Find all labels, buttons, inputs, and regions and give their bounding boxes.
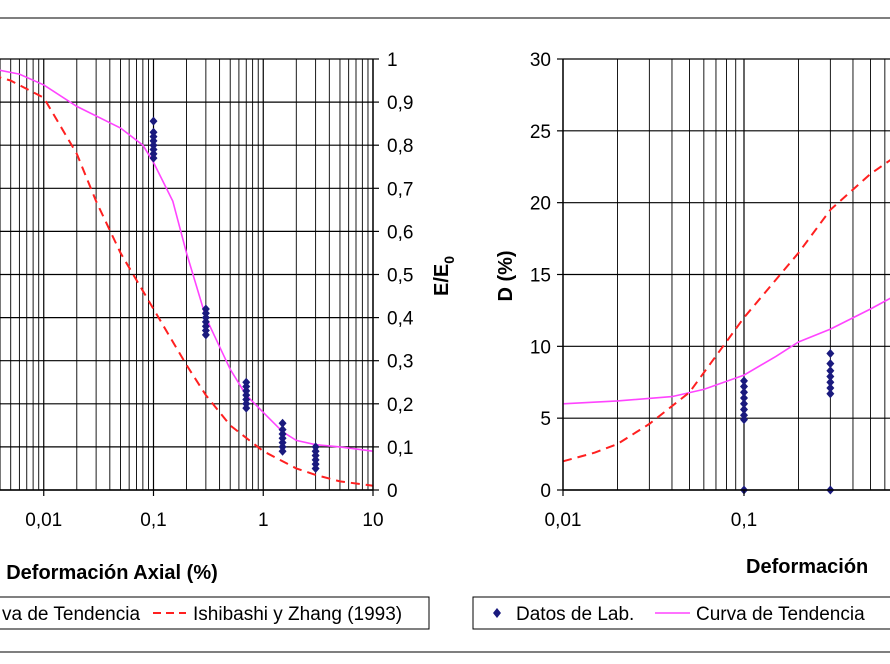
- right-y-tick-label: 20: [530, 194, 551, 215]
- left-grid: [0, 58, 374, 491]
- left-data-point: [149, 116, 158, 126]
- left-y-tick-label: 1: [387, 50, 398, 71]
- chart-stiffness-degradation: 00,10,20,30,40,50,60,70,80,910,01 0,1 1 10 …: [0, 50, 457, 584]
- left-legend-box: [0, 596, 430, 630]
- left-legend-label-ishibashi: Ishibashi y Zhang (1993): [193, 604, 402, 625]
- left-y-tick-label: 0,3: [387, 352, 413, 373]
- right-data-point: [826, 389, 835, 399]
- left-legend: va de Tendencia Ishibashi y Zhang (1993): [0, 596, 430, 630]
- right-legend: Datos de Lab. Curva de Tendencia: [472, 596, 890, 630]
- left-data-point: [242, 403, 251, 413]
- left-data-point: [149, 153, 158, 163]
- left-legend-label-trend: va de Tendencia: [2, 604, 140, 625]
- right-legend-marker-lab: [493, 608, 501, 618]
- left-y-tick-label: 0,7: [387, 179, 413, 200]
- right-data-point: [826, 372, 835, 382]
- right-curves: [562, 159, 890, 463]
- right-data-point: [740, 415, 748, 425]
- right-legend-label-lab: Datos de Lab.: [516, 604, 634, 625]
- right-grid: [562, 58, 890, 491]
- left-y-tick-label: 0,8: [387, 136, 413, 157]
- right-y-axis-label: D (%): [495, 250, 517, 301]
- right-y-tick-label: 10: [530, 337, 551, 358]
- left-axes: [0, 58, 379, 496]
- right-data-point: [740, 387, 748, 397]
- left-y-axis-label: E/E0: [431, 256, 457, 296]
- left-x-tick-label: 1: [258, 510, 269, 531]
- left-data-points: [149, 116, 320, 473]
- left-y-tick-label: 0,2: [387, 395, 413, 416]
- right-data-point: [826, 359, 835, 369]
- left-curves: [0, 69, 374, 487]
- right-y-tick-label: 5: [540, 409, 551, 430]
- right-data-point: [740, 405, 748, 415]
- left-y-tick-label: 0,5: [387, 266, 413, 287]
- left-y-tick-label: 0,6: [387, 222, 413, 243]
- right-data-points: [740, 349, 835, 495]
- left-x-axis-label: Deformación Axial (%): [6, 562, 218, 584]
- left-data-point: [278, 418, 287, 428]
- right-y-tick-label: 0: [540, 481, 551, 502]
- right-y-tick-label: 15: [530, 266, 551, 287]
- left-series-ishibashi-zhang-curve: [0, 76, 374, 487]
- left-y-tick-label: 0: [387, 481, 398, 502]
- left-y-tick-label: 0,9: [387, 93, 413, 114]
- right-data-point: [826, 349, 835, 359]
- left-x-tick-label: 0,01: [25, 510, 62, 531]
- chart-damping-ratio: 0 5 10 15 20 25 30 0,01 0,1 Deformación D (%): [495, 50, 890, 578]
- right-data-point: [826, 366, 835, 376]
- left-data-point: [311, 463, 320, 473]
- right-data-point: [740, 393, 748, 403]
- right-data-point: [826, 383, 835, 393]
- right-y-tick-label: 25: [530, 122, 551, 143]
- right-legend-label-trend: Curva de Tendencia: [696, 604, 865, 625]
- left-x-tick-label: 0,1: [140, 510, 166, 531]
- right-data-point: [740, 382, 748, 392]
- left-y-tick-label: 0,1: [387, 438, 413, 459]
- right-tick-labels: 0 5 10 15 20 25 30 0,01 0,1: [530, 50, 757, 531]
- left-data-point: [201, 330, 210, 340]
- right-data-point: [740, 399, 748, 409]
- right-x-axis-label: Deformación: [746, 556, 868, 578]
- right-axes: [557, 58, 890, 496]
- left-series-trend-curve: [0, 69, 374, 452]
- right-series-ishibashi-zhang-curve: [562, 159, 890, 463]
- left-tick-labels: 0 0,1 0,2 0,3 0,4 0,5 0,6 0,7 0,8 0,9 1 0,01 0,1 1 10: [25, 50, 414, 531]
- right-y-tick-label: 30: [530, 50, 551, 71]
- left-data-point: [278, 446, 287, 456]
- right-x-tick-label: 0,1: [731, 510, 757, 531]
- right-x-tick-label: 0,01: [545, 510, 582, 531]
- left-y-tick-label: 0,4: [387, 309, 414, 330]
- right-data-point: [826, 377, 835, 387]
- right-series-trend-curve: [562, 297, 890, 405]
- left-x-tick-label: 10: [362, 510, 383, 531]
- right-data-point: [740, 376, 748, 386]
